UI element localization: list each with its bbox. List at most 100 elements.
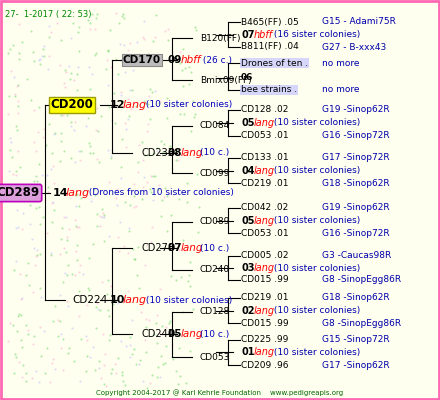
Point	[118, 372, 125, 378]
Point	[143, 128, 150, 135]
Point	[49, 150, 56, 156]
Point	[172, 147, 179, 153]
Point	[94, 300, 101, 306]
Point	[149, 38, 156, 45]
Point	[103, 382, 110, 389]
Point	[165, 26, 172, 32]
Point	[82, 368, 89, 374]
Text: G17 -Sinop72R: G17 -Sinop72R	[322, 154, 390, 162]
Point	[142, 100, 149, 106]
Text: B465(FF) .05: B465(FF) .05	[241, 18, 299, 26]
Point	[93, 156, 100, 162]
Point	[181, 111, 188, 118]
Point	[41, 370, 48, 376]
Point	[76, 24, 83, 30]
Point	[108, 146, 115, 153]
Text: hbff: hbff	[181, 55, 202, 65]
Point	[98, 375, 105, 382]
Point	[143, 324, 150, 330]
Point	[106, 332, 114, 338]
Point	[49, 317, 56, 324]
Text: (16 sister colonies): (16 sister colonies)	[271, 30, 361, 40]
Point	[152, 33, 159, 40]
Point	[61, 214, 68, 220]
Point	[17, 164, 24, 170]
Point	[53, 20, 60, 26]
Point	[144, 293, 151, 300]
Point	[119, 12, 126, 19]
Text: 03: 03	[241, 263, 254, 273]
Point	[187, 259, 194, 265]
Point	[31, 193, 38, 200]
Text: (10 sister colonies): (10 sister colonies)	[271, 264, 361, 272]
Point	[62, 248, 69, 255]
Point	[29, 340, 36, 347]
Point	[65, 303, 72, 310]
Point	[33, 205, 40, 212]
Point	[61, 244, 68, 251]
Point	[60, 112, 67, 118]
Text: 09: 09	[168, 55, 182, 65]
Point	[92, 15, 99, 21]
Point	[4, 111, 11, 118]
Point	[58, 37, 65, 43]
Point	[149, 88, 156, 95]
Text: lang: lang	[181, 148, 203, 158]
Point	[90, 241, 97, 248]
Point	[31, 139, 38, 145]
Point	[76, 224, 83, 230]
Point	[144, 121, 151, 128]
Point	[117, 89, 125, 96]
Text: Copyright 2004-2017 @ Karl Kehrle Foundation    www.pedigreapis.org: Copyright 2004-2017 @ Karl Kehrle Founda…	[96, 389, 344, 396]
Point	[33, 368, 40, 374]
Text: CD015 .99: CD015 .99	[241, 318, 289, 328]
Point	[105, 104, 112, 110]
Point	[147, 115, 154, 122]
Text: lang: lang	[181, 243, 203, 253]
Point	[138, 196, 145, 202]
Point	[9, 322, 16, 328]
Point	[89, 344, 96, 351]
Point	[195, 204, 202, 211]
Point	[84, 114, 91, 121]
Point	[82, 332, 89, 339]
Point	[62, 67, 69, 74]
Point	[163, 95, 170, 101]
Point	[91, 186, 98, 192]
Point	[35, 161, 42, 168]
Point	[72, 272, 79, 278]
Point	[121, 382, 128, 388]
Text: lang: lang	[254, 216, 275, 226]
Point	[117, 57, 125, 63]
Point	[99, 210, 106, 216]
Text: CD289: CD289	[0, 186, 40, 200]
Point	[98, 112, 105, 119]
Point	[177, 274, 184, 280]
Point	[42, 142, 49, 148]
Point	[143, 178, 150, 185]
Point	[76, 48, 83, 54]
Point	[116, 20, 123, 26]
Point	[43, 230, 50, 236]
Point	[18, 374, 26, 380]
Point	[30, 188, 37, 194]
Point	[96, 358, 103, 364]
Point	[127, 87, 134, 93]
Point	[136, 285, 143, 291]
Point	[160, 361, 167, 367]
Point	[176, 48, 183, 55]
Point	[6, 320, 13, 326]
Point	[26, 220, 33, 227]
Text: 05: 05	[241, 216, 254, 226]
Text: 04: 04	[241, 166, 254, 176]
Text: 06: 06	[241, 74, 253, 82]
Point	[154, 148, 161, 155]
Point	[13, 172, 20, 179]
Point	[110, 90, 117, 97]
Point	[113, 202, 120, 208]
Point	[149, 173, 156, 179]
Text: lang: lang	[181, 329, 203, 339]
Point	[14, 83, 21, 89]
Point	[150, 150, 158, 156]
Point	[161, 360, 169, 366]
